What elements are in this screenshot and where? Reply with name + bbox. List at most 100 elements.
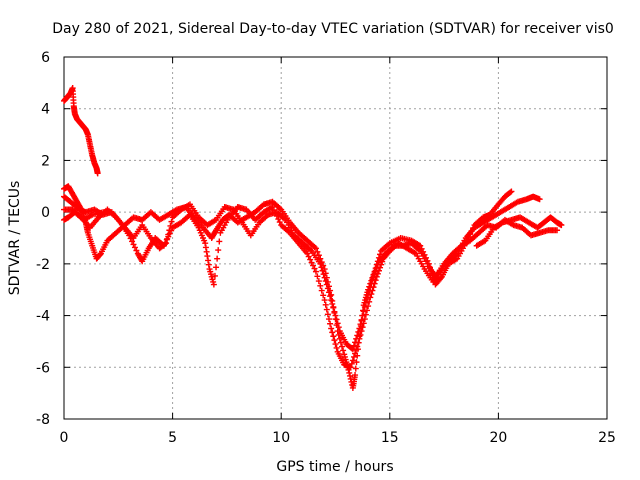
data-points bbox=[61, 85, 565, 391]
data-point bbox=[332, 341, 339, 348]
x-tick-label: 20 bbox=[489, 430, 507, 446]
data-point bbox=[357, 321, 364, 328]
data-point bbox=[314, 248, 321, 255]
data-point bbox=[360, 308, 367, 315]
data-point bbox=[370, 273, 377, 280]
data-point bbox=[350, 342, 357, 349]
data-point bbox=[315, 278, 322, 285]
data-point bbox=[210, 281, 217, 288]
data-point bbox=[359, 312, 366, 319]
data-point bbox=[324, 311, 331, 318]
x-tick-label: 0 bbox=[60, 430, 69, 446]
series-arc-d bbox=[473, 214, 565, 249]
data-point bbox=[312, 245, 319, 252]
data-point bbox=[354, 332, 361, 339]
data-point bbox=[371, 270, 378, 277]
data-point bbox=[166, 227, 173, 234]
data-point bbox=[161, 241, 168, 248]
data-point bbox=[305, 253, 312, 260]
data-point bbox=[329, 300, 336, 307]
data-point bbox=[340, 347, 347, 354]
data-point bbox=[360, 320, 367, 327]
data-point bbox=[133, 247, 140, 254]
data-point bbox=[358, 316, 365, 323]
data-point bbox=[202, 244, 209, 251]
data-point bbox=[507, 189, 514, 196]
data-point bbox=[325, 316, 332, 323]
data-point bbox=[366, 288, 373, 295]
data-point bbox=[163, 240, 170, 247]
data-point bbox=[334, 320, 341, 327]
data-point bbox=[318, 287, 325, 294]
data-point bbox=[353, 335, 360, 342]
data-point bbox=[330, 333, 337, 340]
data-point bbox=[331, 337, 338, 344]
y-tick-label: -8 bbox=[36, 412, 50, 428]
data-point bbox=[336, 335, 343, 342]
plot-area-frame bbox=[63, 56, 608, 420]
data-point bbox=[100, 209, 107, 216]
data-point bbox=[349, 346, 356, 353]
data-point bbox=[352, 350, 359, 357]
data-point bbox=[323, 281, 330, 288]
data-point bbox=[339, 343, 346, 350]
data-point bbox=[331, 308, 338, 315]
data-point bbox=[310, 262, 317, 269]
data-point bbox=[276, 219, 283, 226]
data-point bbox=[168, 218, 175, 225]
data-point bbox=[325, 289, 332, 296]
data-point bbox=[317, 282, 324, 289]
y-tick-label: 2 bbox=[41, 153, 50, 169]
data-point bbox=[359, 324, 366, 331]
data-point bbox=[94, 170, 101, 177]
data-point bbox=[167, 222, 174, 229]
data-point bbox=[214, 255, 221, 262]
data-point bbox=[372, 277, 379, 284]
data-point bbox=[307, 256, 314, 263]
data-point bbox=[329, 329, 336, 336]
data-point bbox=[335, 324, 342, 331]
data-point bbox=[211, 272, 218, 279]
data-point bbox=[374, 261, 381, 268]
data-point bbox=[365, 291, 372, 298]
data-point bbox=[361, 303, 368, 310]
data-point bbox=[372, 267, 379, 274]
data-point bbox=[308, 259, 315, 266]
data-point bbox=[352, 339, 359, 346]
data-point bbox=[356, 325, 363, 332]
data-point bbox=[130, 241, 137, 248]
data-point bbox=[275, 216, 282, 223]
data-point bbox=[346, 369, 353, 376]
data-point bbox=[328, 297, 335, 304]
data-point bbox=[349, 357, 356, 364]
data-point bbox=[203, 248, 210, 255]
series-arc-high bbox=[61, 85, 101, 177]
data-point bbox=[350, 353, 357, 360]
data-point bbox=[373, 264, 380, 271]
data-point bbox=[205, 261, 212, 268]
data-point bbox=[215, 247, 222, 254]
data-point bbox=[354, 343, 361, 350]
data-point bbox=[317, 255, 324, 262]
data-point bbox=[437, 275, 444, 282]
data-point bbox=[327, 293, 334, 300]
chart-title: Day 280 of 2021, Sidereal Day-to-day VTE… bbox=[52, 21, 614, 37]
data-point bbox=[327, 320, 334, 327]
data-point bbox=[322, 278, 329, 285]
data-point bbox=[321, 297, 328, 304]
y-axis-label: SDTVAR / TECUs bbox=[7, 181, 23, 296]
x-tick-label: 25 bbox=[598, 430, 616, 446]
data-point bbox=[320, 271, 327, 278]
data-point bbox=[213, 264, 220, 271]
data-point bbox=[314, 273, 321, 280]
x-tick-label: 10 bbox=[272, 430, 290, 446]
data-point bbox=[337, 339, 344, 346]
data-point bbox=[362, 299, 369, 306]
data-point bbox=[558, 222, 565, 229]
data-point bbox=[216, 238, 223, 245]
data-point bbox=[346, 372, 353, 379]
data-point bbox=[368, 291, 375, 298]
data-point bbox=[318, 264, 325, 271]
axis-ticks bbox=[63, 56, 608, 420]
